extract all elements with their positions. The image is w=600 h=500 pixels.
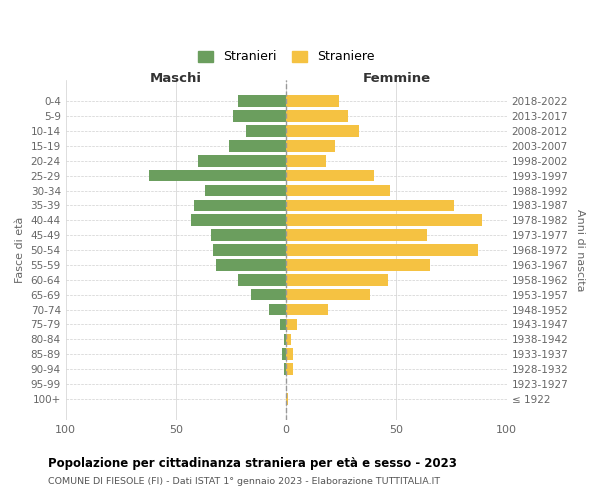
Text: Popolazione per cittadinanza straniera per età e sesso - 2023: Popolazione per cittadinanza straniera p…	[48, 458, 457, 470]
Bar	[286, 364, 293, 375]
Bar	[286, 244, 478, 256]
Bar	[149, 170, 286, 181]
Y-axis label: Anni di nascita: Anni di nascita	[575, 209, 585, 292]
Bar	[286, 200, 454, 211]
Text: Maschi: Maschi	[150, 72, 202, 85]
Bar	[191, 214, 286, 226]
Bar	[247, 125, 286, 137]
Bar	[233, 110, 286, 122]
Legend: Stranieri, Straniere: Stranieri, Straniere	[193, 46, 379, 68]
Bar	[214, 244, 286, 256]
Y-axis label: Fasce di età: Fasce di età	[15, 217, 25, 283]
Bar	[286, 348, 293, 360]
Bar	[284, 334, 286, 345]
Bar	[229, 140, 286, 151]
Bar	[238, 274, 286, 285]
Bar	[198, 155, 286, 166]
Bar	[282, 348, 286, 360]
Bar	[286, 393, 289, 404]
Bar	[286, 96, 339, 107]
Bar	[280, 318, 286, 330]
Bar	[215, 259, 286, 270]
Bar	[286, 110, 348, 122]
Bar	[194, 200, 286, 211]
Bar	[286, 184, 390, 196]
Bar	[238, 96, 286, 107]
Bar	[286, 214, 482, 226]
Bar	[286, 304, 328, 316]
Bar	[251, 289, 286, 300]
Bar	[269, 304, 286, 316]
Bar	[286, 230, 427, 241]
Text: Femmine: Femmine	[362, 72, 431, 85]
Bar	[286, 318, 297, 330]
Text: COMUNE DI FIESOLE (FI) - Dati ISTAT 1° gennaio 2023 - Elaborazione TUTTITALIA.IT: COMUNE DI FIESOLE (FI) - Dati ISTAT 1° g…	[48, 478, 440, 486]
Bar	[205, 184, 286, 196]
Bar	[286, 140, 335, 151]
Bar	[286, 125, 359, 137]
Bar	[286, 289, 370, 300]
Bar	[286, 259, 430, 270]
Bar	[211, 230, 286, 241]
Bar	[284, 364, 286, 375]
Bar	[286, 155, 326, 166]
Bar	[286, 334, 290, 345]
Bar	[286, 274, 388, 285]
Bar	[286, 170, 374, 181]
